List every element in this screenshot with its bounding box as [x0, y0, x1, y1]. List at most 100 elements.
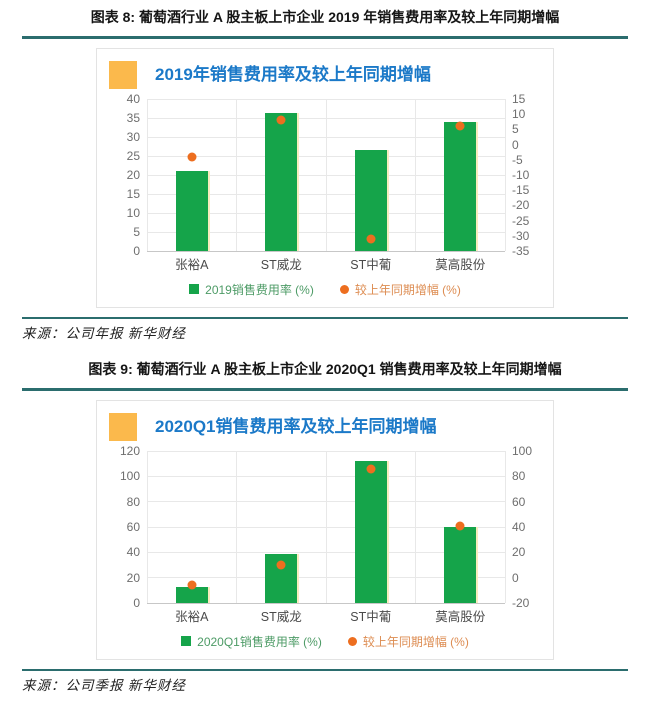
- category-label: ST威龙: [260, 610, 302, 624]
- chart-card-2020q1: 2020Q1销售费用率及较上年同期增幅 120 100 80 60 40 20 0 100 80…: [96, 400, 554, 660]
- y-tick-label-left: 5: [133, 225, 140, 239]
- legend-label: 较上年同期增幅 (%): [354, 282, 461, 297]
- bar-张裕A: [175, 587, 208, 603]
- y-tick-label-left: 40: [126, 545, 140, 560]
- legend: 2020Q1销售费用率 (%) 较上年同期增幅 (%): [107, 631, 543, 651]
- gridline-vertical: [236, 99, 237, 251]
- legend-label: 2019销售费用率 (%): [205, 282, 314, 297]
- bar-ST威龙: [265, 112, 298, 251]
- plot-grid: [146, 98, 506, 252]
- legend-bar-swatch-icon: [189, 284, 200, 294]
- y-tick-label-right: -30: [512, 228, 530, 243]
- gridline-horizontal: [147, 602, 505, 604]
- y-tick-label-left: 15: [126, 187, 140, 201]
- y-tick-label-right: 100: [512, 444, 533, 458]
- y-tick-label-right: -15: [512, 183, 530, 198]
- chart-header: 2020Q1销售费用率及较上年同期增幅: [107, 413, 543, 441]
- y-tick-label-right: -20: [512, 596, 530, 610]
- y-tick-label-left: 10: [126, 206, 140, 220]
- plot-row: 40 35 30 25 20 15 10 5 0 15 10 5 0 -5 -10 -15 -20 -25 -30-…: [107, 93, 543, 257]
- y-tick-label-right: 0: [512, 570, 519, 585]
- chart-plot-area: 40 35 30 25 20 15 10 5 0 15 10 5 0 -5 -10 -15 -20 -25 -30-…: [107, 93, 543, 299]
- y-axis-right: 15 10 5 0 -5 -10 -15 -20 -25 -30 -35: [505, 93, 543, 257]
- chart-marker-square-icon: [109, 61, 137, 89]
- legend-bar-swatch-icon: [181, 636, 192, 646]
- chart-header: 2019年销售费用率及较上年同期增幅: [107, 61, 543, 89]
- x-axis-labels: 张裕A ST威龙 ST中葡 莫高股份: [147, 255, 505, 275]
- data-point-莫高股份: [455, 121, 465, 131]
- x-axis-labels: 张裕A ST威龙 ST中葡 莫高股份: [147, 607, 505, 627]
- category-label: ST中葡: [350, 258, 392, 272]
- bar-ST中葡: [354, 461, 387, 603]
- y-axis-left: 120 100 80 60 40 20 0: [107, 445, 147, 609]
- data-point-莫高股份: [455, 521, 465, 531]
- chart-title: 2019年销售费用率及较上年同期增幅: [155, 65, 431, 84]
- y-tick-label-right: -10: [512, 168, 530, 182]
- y-tick-label-left: 20: [126, 570, 140, 585]
- y-tick-label-right: -25: [512, 213, 530, 228]
- gridline-vertical: [415, 99, 416, 251]
- figure-section-9: 图表 9: 葡萄酒行业 A 股主板上市企业 2020Q1 销售费用率及较上年同期…: [0, 343, 650, 695]
- y-tick-label-right: 60: [512, 494, 526, 509]
- legend-item: 较上年同期增幅 (%): [347, 633, 469, 650]
- figure-caption-8: 图表 8: 葡萄酒行业 A 股主板上市企业 2019 年销售费用率及较上年同期增…: [90, 9, 560, 25]
- category-label: 莫高股份: [435, 610, 486, 624]
- plot-grid: [146, 450, 506, 604]
- y-tick-label-left: 120: [119, 444, 140, 458]
- source-note: 来源：公司年报 新华财经: [22, 326, 186, 341]
- legend-item: 2020Q1销售费用率 (%): [181, 633, 322, 650]
- y-tick-label-left: 0: [133, 596, 140, 610]
- gridline-vertical: [325, 451, 327, 603]
- legend-label: 2020Q1销售费用率 (%): [197, 634, 322, 649]
- legend-item: 较上年同期增幅 (%): [339, 281, 461, 298]
- figure-section-8: 图表 8: 葡萄酒行业 A 股主板上市企业 2019 年销售费用率及较上年同期增…: [0, 0, 650, 343]
- y-tick-label-left: 60: [126, 520, 140, 534]
- y-tick-label-left: 25: [126, 149, 140, 163]
- y-tick-label-left: 20: [126, 168, 140, 182]
- figure-caption-9: 图表 9: 葡萄酒行业 A 股主板上市企业 2020Q1 销售费用率及较上年同期…: [88, 361, 562, 377]
- chart-plot-area: 120 100 80 60 40 20 0 100 80 60 40 20 0 -20 张裕A ST威龙 ST中…: [107, 445, 543, 651]
- divider-line: [22, 317, 628, 319]
- gridline-vertical: [146, 99, 148, 251]
- chart-marker-square-icon: [109, 413, 137, 441]
- gridline-horizontal: [147, 250, 505, 252]
- y-tick-label-right: -20: [512, 198, 530, 213]
- y-tick-label-right: 0: [512, 137, 519, 152]
- data-point-ST中葡: [366, 234, 376, 244]
- data-point-张裕A: [187, 580, 197, 590]
- gridline-vertical: [236, 451, 237, 603]
- category-label: 莫高股份: [435, 258, 486, 272]
- legend-label: 较上年同期增幅 (%): [362, 634, 469, 649]
- y-tick-label-right: 15: [512, 92, 526, 106]
- category-label: ST威龙: [260, 258, 302, 272]
- data-point-ST威龙: [276, 115, 286, 125]
- bar-ST中葡: [354, 150, 387, 251]
- y-tick-label-left: 80: [126, 494, 140, 509]
- source-note: 来源：公司季报 新华财经: [22, 678, 186, 693]
- y-tick-label-left: 0: [133, 244, 140, 258]
- data-point-张裕A: [187, 152, 197, 162]
- gridline-vertical: [325, 99, 327, 251]
- legend: 2019销售费用率 (%) 较上年同期增幅 (%): [107, 279, 543, 299]
- y-tick-label-right: -35: [512, 244, 530, 258]
- y-axis-left: 40 35 30 25 20 15 10 5 0: [107, 93, 147, 257]
- gridline-vertical: [146, 451, 148, 603]
- legend-dot-swatch-icon: [347, 636, 357, 646]
- chart-card-2019: 2019年销售费用率及较上年同期增幅 40 35 30 25 20 15 10 5 0 15 10 5…: [96, 48, 554, 308]
- y-tick-label-right: 20: [512, 545, 526, 560]
- y-tick-label-left: 100: [119, 469, 140, 484]
- bar-莫高股份: [444, 121, 477, 251]
- data-point-ST中葡: [366, 464, 376, 474]
- y-tick-label-right: 40: [512, 520, 526, 534]
- legend-dot-swatch-icon: [339, 284, 349, 294]
- y-tick-label-left: 30: [126, 130, 140, 144]
- divider-line: [22, 669, 628, 671]
- y-tick-label-left: 40: [126, 92, 140, 106]
- y-axis-right: 100 80 60 40 20 0 -20: [505, 445, 543, 609]
- y-tick-label-right: 5: [512, 122, 519, 137]
- y-tick-label-right: 80: [512, 469, 526, 484]
- gridline-vertical: [504, 99, 506, 251]
- data-point-ST威龙: [276, 560, 286, 570]
- gridline-vertical: [415, 451, 416, 603]
